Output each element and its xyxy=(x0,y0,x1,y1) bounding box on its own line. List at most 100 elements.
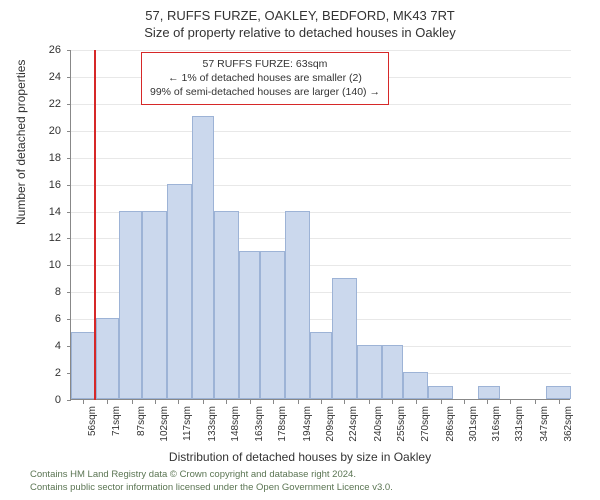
xtick-mark xyxy=(132,400,133,404)
xtick-label: 133sqm xyxy=(207,406,218,442)
ytick-label: 2 xyxy=(31,367,61,379)
histogram-bar xyxy=(167,184,192,399)
ytick-mark xyxy=(67,131,71,132)
histogram-bar xyxy=(214,211,239,399)
ytick-label: 20 xyxy=(31,125,61,137)
xtick-label: 255sqm xyxy=(396,406,407,442)
xtick-mark xyxy=(369,400,370,404)
xtick-label: 331sqm xyxy=(514,406,525,442)
xtick-mark xyxy=(250,400,251,404)
ytick-mark xyxy=(67,238,71,239)
y-axis-label: Number of detached properties xyxy=(14,60,28,225)
ytick-mark xyxy=(67,77,71,78)
xtick-label: 102sqm xyxy=(159,406,170,442)
histogram-bar xyxy=(428,386,453,399)
xtick-mark xyxy=(226,400,227,404)
xtick-label: 194sqm xyxy=(302,406,313,442)
histogram-bar xyxy=(332,278,357,399)
x-axis-label: Distribution of detached houses by size … xyxy=(0,450,600,464)
ytick-mark xyxy=(67,265,71,266)
ytick-mark xyxy=(67,292,71,293)
xtick-label: 87sqm xyxy=(136,406,147,436)
xtick-label: 224sqm xyxy=(348,406,359,442)
xtick-mark xyxy=(416,400,417,404)
title-block: 57, RUFFS FURZE, OAKLEY, BEDFORD, MK43 7… xyxy=(0,0,600,40)
xtick-mark xyxy=(107,400,108,404)
xtick-label: 209sqm xyxy=(325,406,336,442)
title-address: 57, RUFFS FURZE, OAKLEY, BEDFORD, MK43 7… xyxy=(0,8,600,23)
xtick-mark xyxy=(441,400,442,404)
gridline xyxy=(71,50,571,51)
title-subtitle: Size of property relative to detached ho… xyxy=(0,25,600,40)
histogram-bar xyxy=(285,211,310,399)
xtick-mark xyxy=(273,400,274,404)
ytick-mark xyxy=(67,212,71,213)
ytick-mark xyxy=(67,50,71,51)
xtick-mark xyxy=(344,400,345,404)
ytick-label: 4 xyxy=(31,340,61,352)
annot-line1: 57 RUFFS FURZE: 63sqm xyxy=(150,57,380,71)
xtick-label: 316sqm xyxy=(491,406,502,442)
xtick-mark xyxy=(298,400,299,404)
histogram-bar xyxy=(239,251,261,399)
ytick-label: 22 xyxy=(31,98,61,110)
xtick-label: 117sqm xyxy=(182,406,193,441)
histogram-bar xyxy=(382,345,404,399)
footnote-line1: Contains HM Land Registry data © Crown c… xyxy=(30,469,590,481)
annotation-box: 57 RUFFS FURZE: 63sqm ← 1% of detached h… xyxy=(141,52,389,105)
xtick-label: 240sqm xyxy=(373,406,384,442)
ytick-mark xyxy=(67,158,71,159)
histogram-bar xyxy=(96,318,119,399)
histogram-bar xyxy=(119,211,142,399)
ytick-label: 16 xyxy=(31,179,61,191)
xtick-mark xyxy=(559,400,560,404)
xtick-mark xyxy=(203,400,204,404)
xtick-label: 148sqm xyxy=(230,406,241,442)
xtick-label: 347sqm xyxy=(539,406,550,442)
gridline xyxy=(71,185,571,186)
xtick-label: 286sqm xyxy=(445,406,456,442)
xtick-label: 71sqm xyxy=(111,406,122,436)
footnote: Contains HM Land Registry data © Crown c… xyxy=(30,469,590,494)
footnote-line2: Contains public sector information licen… xyxy=(30,482,590,494)
xtick-mark xyxy=(464,400,465,404)
ytick-label: 24 xyxy=(31,71,61,83)
annot-line2: ← 1% of detached houses are smaller (2) xyxy=(150,71,380,85)
plot-region: 57 RUFFS FURZE: 63sqm ← 1% of detached h… xyxy=(70,50,570,400)
histogram-bar xyxy=(260,251,285,399)
xtick-label: 301sqm xyxy=(468,406,479,442)
reference-line xyxy=(94,50,96,400)
xtick-mark xyxy=(178,400,179,404)
histogram-bar xyxy=(546,386,571,399)
xtick-mark xyxy=(392,400,393,404)
histogram-bar xyxy=(310,332,332,399)
xtick-label: 362sqm xyxy=(563,406,574,442)
xtick-mark xyxy=(83,400,84,404)
ytick-label: 18 xyxy=(31,152,61,164)
xtick-label: 178sqm xyxy=(277,406,288,442)
chart-area: 57 RUFFS FURZE: 63sqm ← 1% of detached h… xyxy=(70,50,570,400)
ytick-label: 26 xyxy=(31,44,61,56)
xtick-label: 163sqm xyxy=(254,406,265,442)
xtick-mark xyxy=(487,400,488,404)
xtick-label: 270sqm xyxy=(420,406,431,442)
ytick-label: 10 xyxy=(31,259,61,271)
xtick-mark xyxy=(510,400,511,404)
xtick-mark xyxy=(535,400,536,404)
annot-line3: 99% of semi-detached houses are larger (… xyxy=(150,85,380,99)
ytick-label: 14 xyxy=(31,206,61,218)
xtick-mark xyxy=(155,400,156,404)
histogram-bar xyxy=(357,345,382,399)
ytick-mark xyxy=(67,400,71,401)
gridline xyxy=(71,158,571,159)
histogram-bar xyxy=(403,372,428,399)
histogram-bar xyxy=(142,211,167,399)
ytick-label: 8 xyxy=(31,286,61,298)
ytick-label: 0 xyxy=(31,394,61,406)
gridline xyxy=(71,131,571,132)
ytick-mark xyxy=(67,185,71,186)
histogram-bar xyxy=(192,116,214,399)
xtick-mark xyxy=(321,400,322,404)
ytick-label: 12 xyxy=(31,232,61,244)
ytick-label: 6 xyxy=(31,313,61,325)
